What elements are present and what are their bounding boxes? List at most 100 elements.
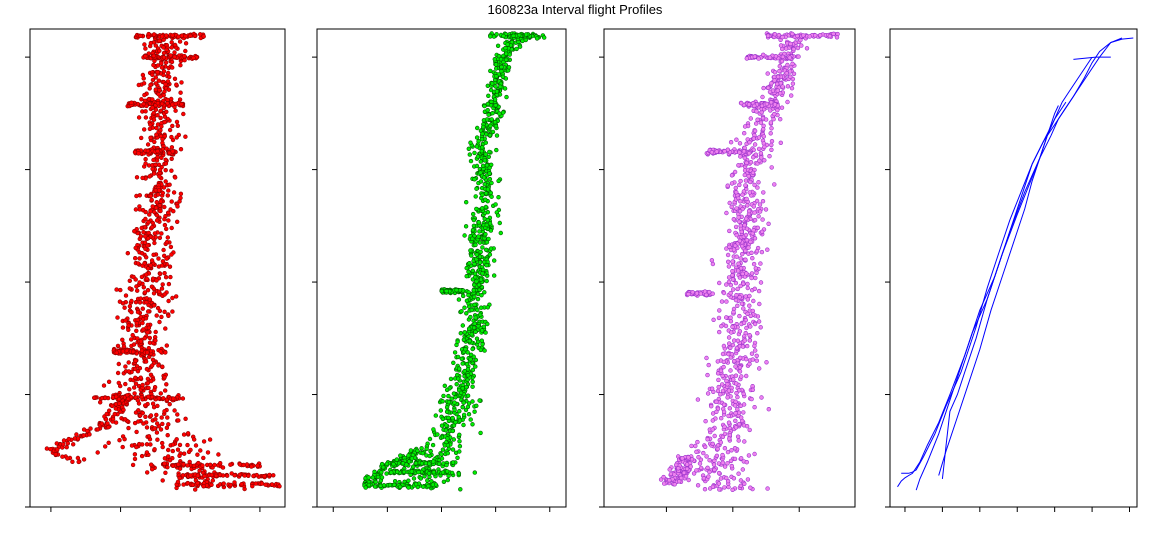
panel2-point [450,415,455,421]
panel3-point [796,54,801,59]
panel2-point [504,57,509,62]
panel1-point [153,162,158,168]
panel2-point [474,144,480,149]
panel3-point [716,315,722,321]
panel1-point [169,145,175,150]
panel3-point [676,466,681,471]
panel1-point [162,271,167,276]
panel3-point [712,433,717,439]
panel2-point [481,118,487,123]
panel2-point [384,471,389,476]
panel2-point [478,179,484,184]
panel3-point [734,206,739,211]
panel2-point [462,305,467,310]
panel2-point [493,103,498,108]
panel3-point [727,244,732,250]
panel1-point [123,381,128,387]
panel1-point [156,396,162,401]
panel1-point [130,333,135,338]
panel2-point [389,470,394,475]
panel1-point [143,234,148,239]
panel2-point [440,399,445,404]
panel3-point [751,204,756,209]
panel1-point [137,280,142,285]
panel1-point [174,437,179,442]
panel1-point [134,284,139,289]
panel1-point [143,209,148,215]
panel1-point [143,403,148,408]
panel2-point [485,305,490,310]
panel1-point [156,256,161,261]
panel3-point [736,421,742,427]
panel2-point [445,451,450,456]
panel3-point [744,56,749,61]
panel3-point [745,477,751,482]
panel3-point [817,33,823,38]
panel1-point [157,319,162,325]
panel1-point [166,454,171,459]
panel3-point [737,275,743,280]
panel1-point [160,440,165,446]
panel3-point [737,219,742,224]
panel1-point [145,470,150,475]
panel1-point [155,403,160,409]
panel2-point [460,405,465,410]
panel2-point [439,288,444,294]
panel3-point [661,481,667,486]
panel1-point [142,127,147,132]
panel2-point [488,34,493,39]
panel3-point [725,183,730,188]
panel3-point [734,254,739,259]
panel3-data [658,31,840,492]
panel1-point [133,381,139,386]
panel1-point [176,418,181,423]
panel1-point [221,481,226,486]
panel2-point [375,474,381,480]
panel1-point [102,395,108,401]
panel3-point [728,315,733,320]
panel2-point [496,195,501,200]
panel1-point [242,473,247,478]
panel2-point [460,386,465,391]
panel2-point [480,192,485,198]
panel1-point [178,62,183,68]
panel1-frame [29,28,286,508]
panel3-point [775,107,780,113]
panel3-point [720,351,726,357]
panel1-point [160,444,165,450]
panel2-point [468,314,473,320]
panel2-point [391,461,396,467]
panel3-point [783,46,789,51]
panel2-point [428,449,433,454]
panel1-point [137,256,142,261]
panel3-point [744,424,750,429]
panel2-point [484,163,490,168]
panel3-point [736,438,741,443]
panel3-point [743,232,749,238]
panel1-point [138,339,144,344]
panel2-point [424,446,429,451]
panel3-point [734,293,739,298]
panel3-point [748,116,753,121]
panel1-point [210,478,216,483]
panel2-point [457,288,463,293]
panel1-point [81,433,87,438]
panel1-point [179,102,184,107]
panel3-point [739,243,745,249]
panel1-point [148,135,153,141]
panel3-point [748,160,754,165]
panel3-point [746,245,751,250]
panel1-point [153,338,158,343]
panel2-point [445,436,450,441]
panel1-point [166,298,171,304]
panel3-point [737,355,743,360]
panel2-point [481,267,486,273]
panel1-point [139,453,145,459]
panel1-point [183,134,188,139]
panel2-point [455,372,460,378]
panel1-point [140,175,145,181]
panel3-point [694,468,699,473]
panel1-point [178,191,184,197]
panel3-point [728,345,733,350]
panel1-point [193,443,199,448]
